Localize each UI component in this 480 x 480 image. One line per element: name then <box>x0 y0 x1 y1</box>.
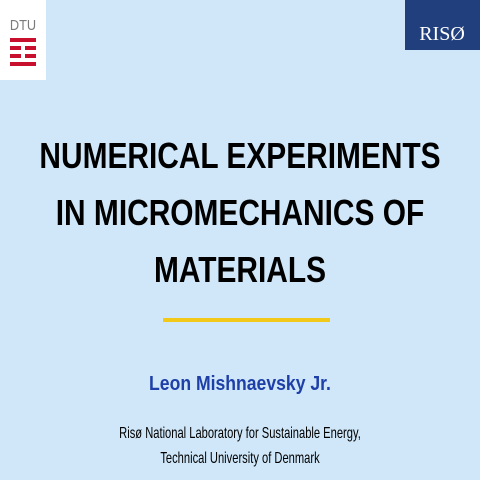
riso-logo-bg <box>405 0 480 50</box>
affiliation-line: Technical University of Denmark <box>160 449 320 466</box>
stripe <box>25 46 36 50</box>
affiliation: Risø National Laboratory for Sustainable… <box>119 424 361 466</box>
stripe <box>10 46 21 50</box>
stripe <box>25 54 36 58</box>
title-line: MATERIALS <box>154 250 326 290</box>
riso-logo: RISØ <box>405 0 480 50</box>
dtu-logo-text: DTU <box>10 16 36 33</box>
stripe <box>10 62 36 66</box>
riso-logo-text: RISØ <box>419 23 465 45</box>
title-line: IN MICROMECHANICS OF <box>56 193 424 233</box>
divider <box>163 318 330 322</box>
stripe <box>10 54 21 58</box>
stripe <box>10 38 36 42</box>
author: Leon Mishnaevsky Jr. <box>149 372 331 394</box>
affiliation-line: Risø National Laboratory for Sustainable… <box>119 424 361 441</box>
title: NUMERICAL EXPERIMENTS IN MICROMECHANICS … <box>39 136 440 290</box>
dtu-logo: DTU <box>0 0 46 80</box>
title-line: NUMERICAL EXPERIMENTS <box>39 136 440 176</box>
dtu-logo-stripes <box>10 38 36 66</box>
